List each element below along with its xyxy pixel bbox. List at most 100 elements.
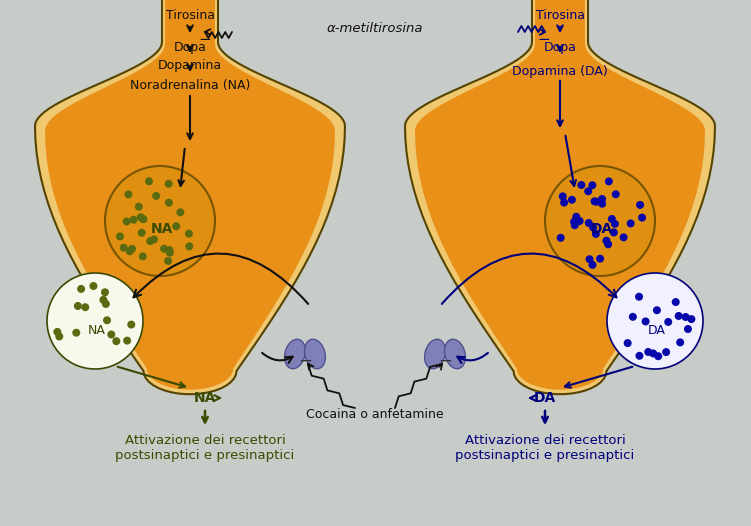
Circle shape — [568, 196, 576, 204]
Ellipse shape — [305, 339, 325, 369]
Circle shape — [611, 220, 619, 228]
Circle shape — [590, 197, 599, 205]
Circle shape — [653, 306, 661, 314]
Text: α-metiltirosina: α-metiltirosina — [327, 23, 424, 35]
Circle shape — [172, 222, 180, 230]
Circle shape — [572, 213, 581, 221]
Circle shape — [610, 228, 618, 236]
Circle shape — [596, 255, 604, 262]
Circle shape — [113, 337, 120, 345]
Circle shape — [635, 352, 644, 360]
Circle shape — [620, 234, 628, 241]
Circle shape — [47, 273, 143, 369]
Circle shape — [125, 190, 132, 198]
Circle shape — [671, 298, 680, 306]
Circle shape — [589, 261, 596, 269]
Text: Dopamina (DA): Dopamina (DA) — [512, 65, 608, 77]
Ellipse shape — [424, 339, 445, 369]
Circle shape — [682, 313, 689, 321]
Circle shape — [72, 329, 80, 337]
Text: Dopa: Dopa — [544, 42, 577, 55]
Polygon shape — [405, 0, 715, 394]
Circle shape — [635, 293, 643, 301]
Circle shape — [146, 237, 154, 245]
Circle shape — [116, 232, 124, 240]
Text: NA: NA — [194, 391, 216, 405]
Circle shape — [623, 339, 632, 347]
Circle shape — [585, 219, 593, 227]
Circle shape — [139, 252, 146, 260]
Circle shape — [176, 208, 185, 216]
Text: NA: NA — [151, 222, 173, 236]
Circle shape — [53, 328, 62, 336]
Circle shape — [684, 325, 692, 333]
Text: Tirosina: Tirosina — [535, 9, 584, 22]
Circle shape — [145, 177, 153, 185]
Circle shape — [604, 240, 612, 248]
Circle shape — [165, 199, 173, 207]
Circle shape — [107, 330, 116, 338]
Text: Attivazione dei recettori
postsinaptici e presinaptici: Attivazione dei recettori postsinaptici … — [116, 434, 294, 462]
Circle shape — [674, 312, 683, 320]
Circle shape — [166, 249, 173, 257]
Circle shape — [644, 348, 652, 356]
Circle shape — [626, 219, 635, 227]
Ellipse shape — [285, 339, 306, 369]
Circle shape — [89, 282, 98, 290]
FancyArrowPatch shape — [442, 254, 617, 304]
Circle shape — [588, 181, 596, 189]
Polygon shape — [415, 0, 705, 390]
Circle shape — [687, 315, 695, 323]
Circle shape — [607, 273, 703, 369]
Circle shape — [641, 318, 650, 326]
Circle shape — [598, 195, 606, 203]
Polygon shape — [45, 0, 335, 390]
Circle shape — [123, 337, 131, 345]
Circle shape — [56, 332, 63, 340]
Circle shape — [654, 352, 662, 360]
Ellipse shape — [445, 339, 466, 369]
Circle shape — [636, 201, 644, 209]
Circle shape — [590, 224, 597, 231]
Circle shape — [560, 199, 568, 207]
Circle shape — [570, 218, 578, 226]
Circle shape — [586, 255, 593, 263]
Circle shape — [556, 234, 565, 242]
Circle shape — [77, 285, 85, 293]
Circle shape — [99, 296, 107, 304]
Circle shape — [612, 190, 620, 198]
Text: Noradrenalina (NA): Noradrenalina (NA) — [130, 79, 250, 93]
Circle shape — [122, 217, 131, 226]
Text: −: − — [537, 32, 550, 46]
Circle shape — [120, 244, 128, 252]
Circle shape — [128, 320, 135, 329]
Circle shape — [602, 237, 611, 245]
Text: Cocaina o anfetamine: Cocaina o anfetamine — [306, 408, 444, 421]
Circle shape — [676, 338, 684, 347]
FancyArrowPatch shape — [262, 353, 293, 363]
Circle shape — [545, 166, 655, 276]
Text: DA: DA — [648, 325, 666, 338]
Circle shape — [638, 214, 646, 221]
Circle shape — [134, 203, 143, 211]
Circle shape — [649, 349, 657, 358]
Circle shape — [559, 193, 567, 200]
Circle shape — [125, 247, 134, 255]
Circle shape — [185, 242, 193, 250]
FancyArrowPatch shape — [457, 353, 488, 363]
Circle shape — [592, 230, 600, 238]
Circle shape — [101, 288, 109, 296]
Circle shape — [662, 348, 670, 356]
Polygon shape — [35, 0, 345, 394]
Circle shape — [140, 215, 147, 223]
Circle shape — [605, 177, 613, 185]
Circle shape — [185, 230, 193, 238]
Circle shape — [598, 200, 606, 208]
Circle shape — [164, 180, 173, 188]
Circle shape — [130, 216, 137, 224]
Circle shape — [160, 245, 168, 252]
Circle shape — [81, 303, 89, 311]
Text: Attivazione dei recettori
postsinaptici e presinaptici: Attivazione dei recettori postsinaptici … — [455, 434, 635, 462]
Circle shape — [575, 217, 584, 225]
Circle shape — [105, 166, 215, 276]
